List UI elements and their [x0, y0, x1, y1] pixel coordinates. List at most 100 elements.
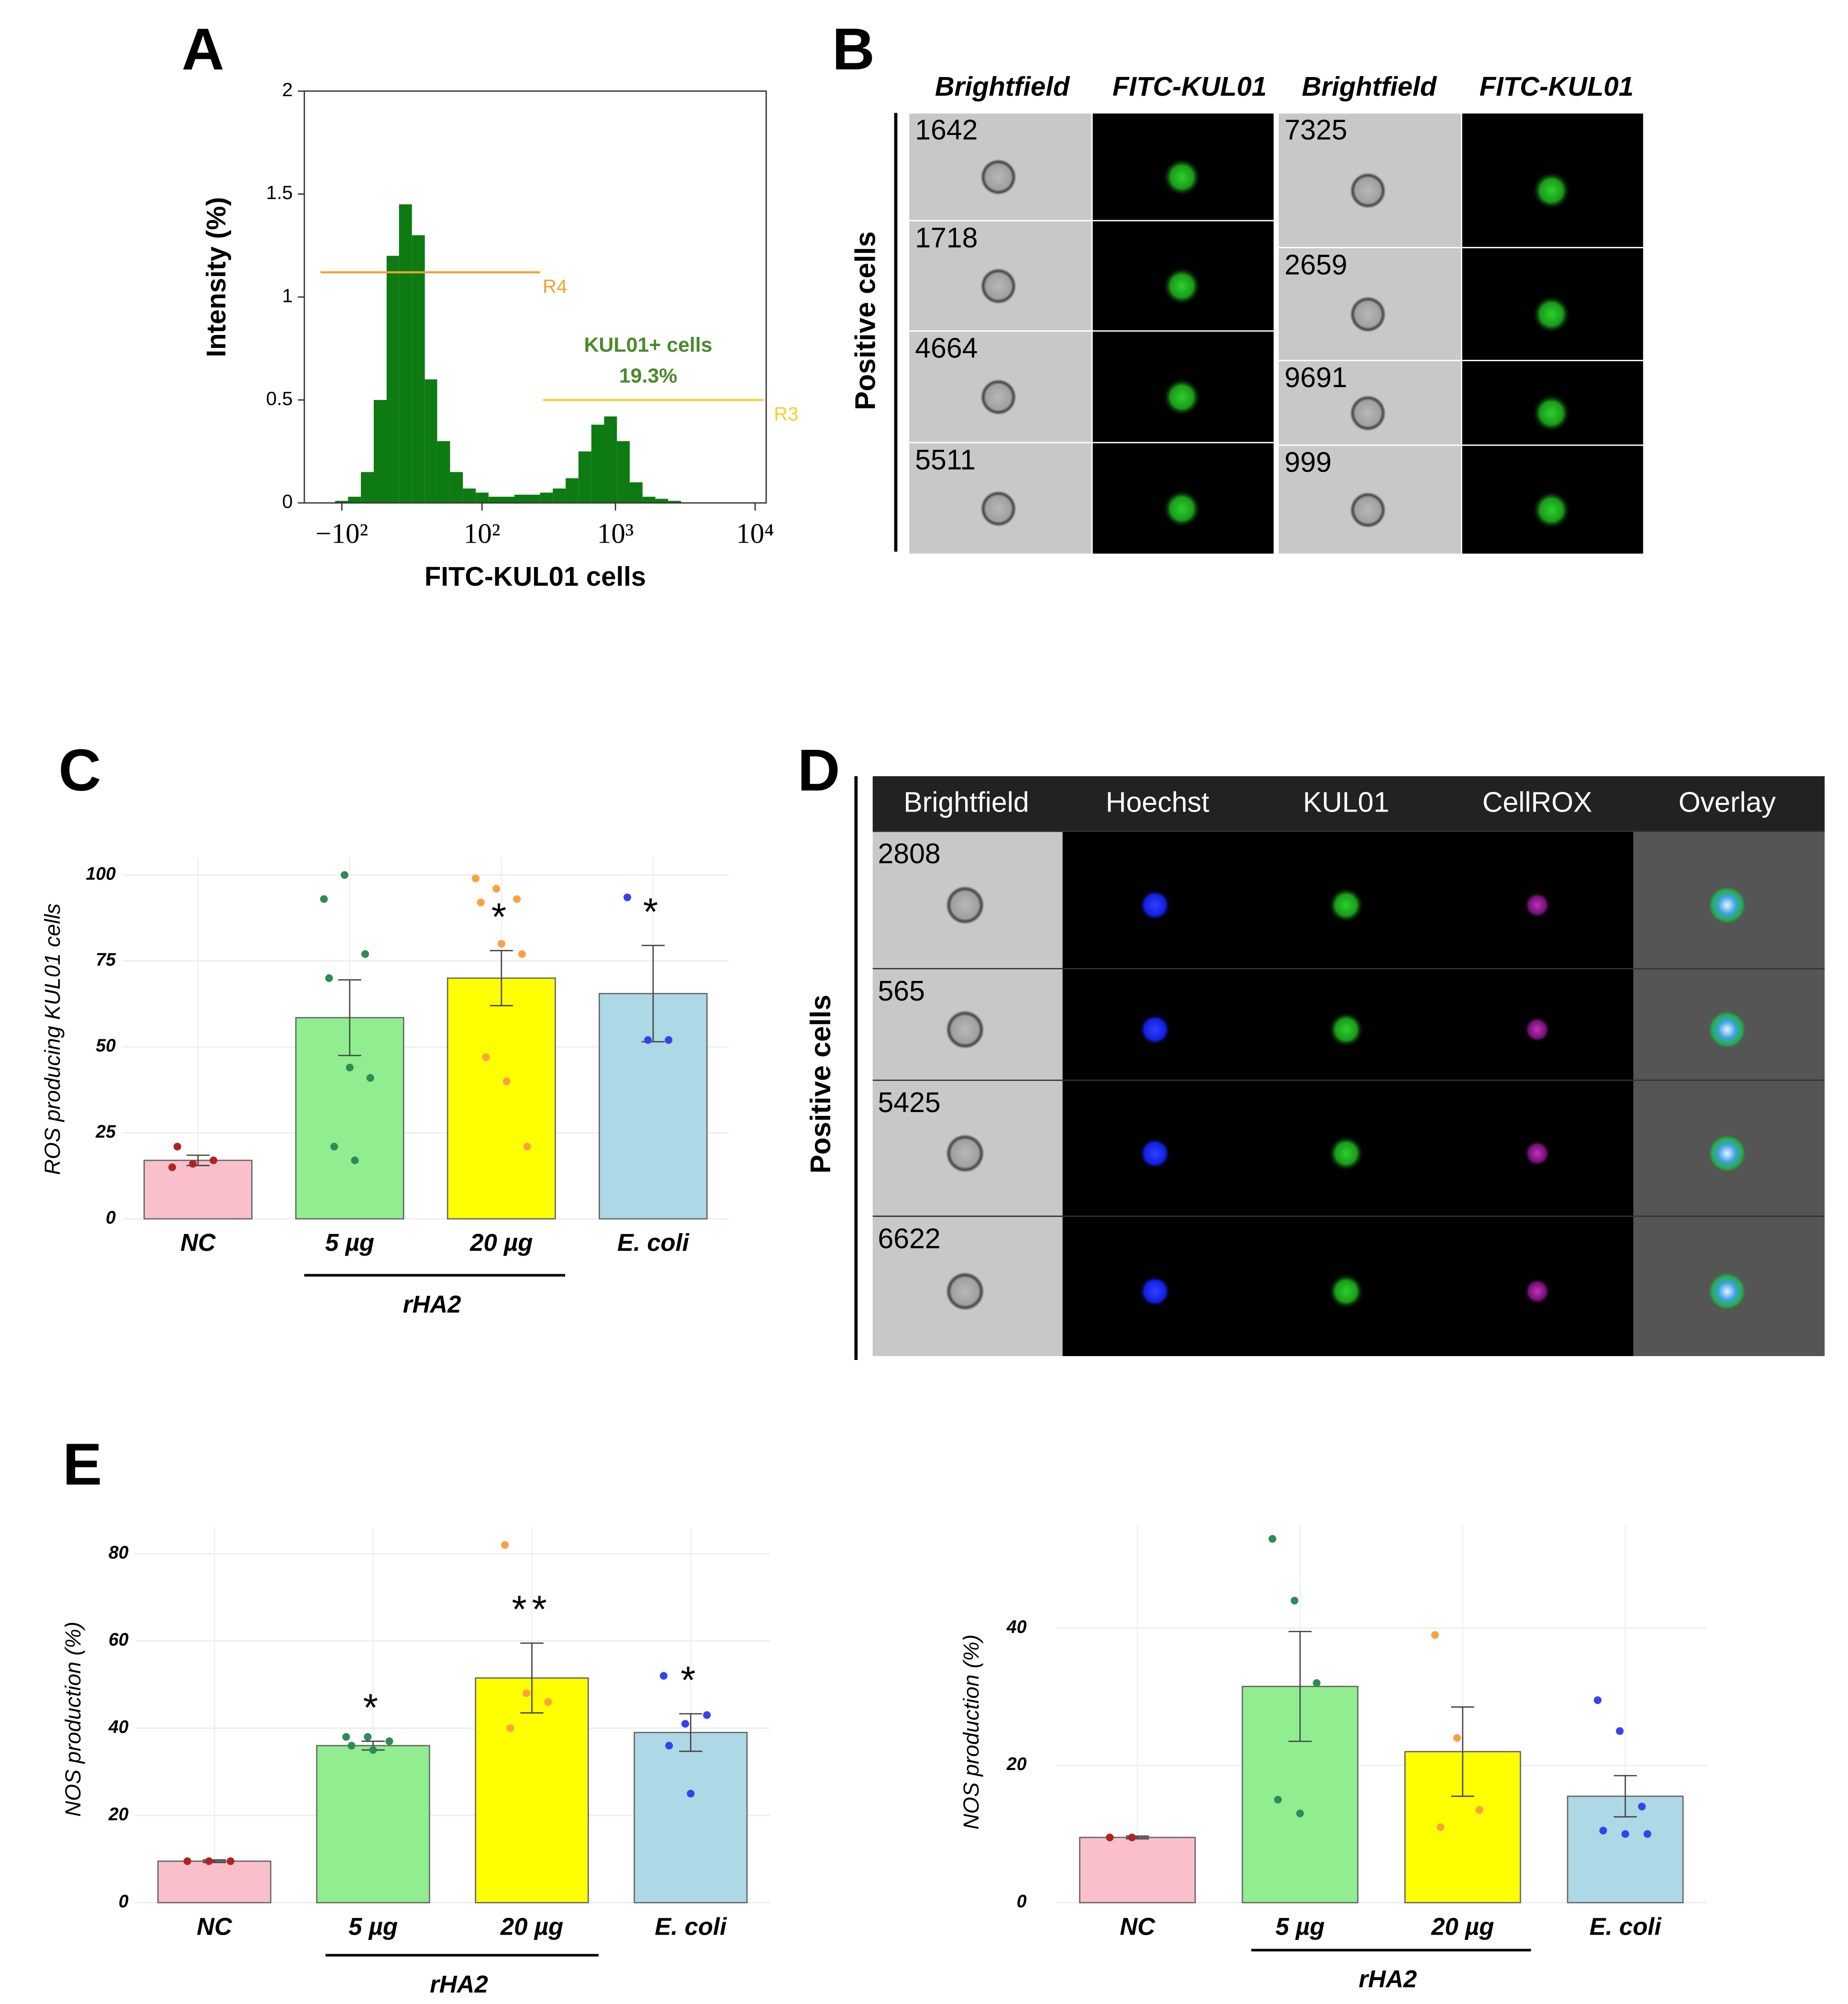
cell: [980, 159, 1017, 195]
bar: [634, 1732, 748, 1904]
cell-cellrox: [1524, 1140, 1550, 1167]
data-point: [1453, 1734, 1461, 1742]
cell-fluorescence: [1532, 171, 1571, 210]
nucleus: [1139, 890, 1170, 921]
data-point: [1643, 1830, 1651, 1838]
x-tick-label: 20 µg: [500, 1913, 563, 1940]
x-tick-label: 20 µg: [1431, 1913, 1494, 1940]
histogram-bar: [348, 497, 361, 503]
data-point: [523, 1689, 531, 1697]
data-point: [665, 1036, 673, 1044]
cell-id: 7325: [1284, 115, 1347, 146]
column-header: CellROX: [1482, 787, 1592, 818]
data-point: [502, 1077, 511, 1085]
y-tick-label: 1: [282, 285, 293, 306]
panel-label: A: [182, 16, 224, 82]
histogram-bar: [424, 379, 437, 503]
histogram-bar: [642, 497, 656, 503]
bar: [475, 1677, 589, 1904]
cell-fluorescence: [1162, 378, 1202, 417]
x-tick-label: E. coli: [655, 1913, 727, 1940]
y-tick-label: 0.5: [266, 388, 293, 409]
y-tick-label: 20: [1006, 1754, 1027, 1774]
data-point: [477, 899, 485, 907]
bar: [446, 977, 556, 1220]
data-point: [345, 1063, 354, 1071]
column-header: KUL01: [1303, 787, 1389, 818]
histogram-bar: [578, 451, 591, 503]
significance: **: [512, 1588, 552, 1631]
histogram-bar: [501, 497, 515, 503]
cell-id: 5511: [915, 445, 976, 476]
y-tick-label: 0: [1017, 1891, 1027, 1911]
y-tick-label: 1.5: [266, 182, 293, 203]
cell-overlay: [1708, 1272, 1747, 1311]
data-point: [1436, 1823, 1445, 1831]
cell-fluorescence: [1532, 394, 1571, 433]
histogram-bar: [335, 501, 348, 503]
data-point: [1128, 1833, 1136, 1841]
data-point: [342, 1733, 350, 1741]
gate-label: R3: [774, 403, 798, 425]
column-header: Overlay: [1679, 787, 1776, 818]
data-point: [1475, 1806, 1483, 1814]
nucleus: [1139, 1276, 1170, 1307]
y-tick-label: 25: [95, 1121, 116, 1141]
cell: [946, 886, 985, 924]
column-header: Hoechst: [1106, 787, 1209, 818]
data-point: [482, 1053, 490, 1061]
group-label: rHA2: [430, 1971, 488, 1998]
cell-kul01: [1328, 1135, 1364, 1171]
significance: *: [680, 1659, 701, 1702]
x-tick-label: 5 µg: [1275, 1913, 1325, 1940]
panel-label: E: [63, 1432, 102, 1498]
x-tick-label: NC: [180, 1229, 216, 1256]
data-point: [501, 1541, 509, 1549]
cell-overlay: [1708, 1134, 1747, 1173]
histogram-bar: [566, 478, 579, 503]
cell-kul01: [1328, 1012, 1364, 1048]
data-point: [364, 1733, 372, 1741]
panels: 0 0.5 1 1.5 2 −10² 10² 10³ 10⁴ R4 R3 KUL01+ cells 19…: [40, 71, 1825, 1998]
y-axis-label: ROS producing KUL01 cells: [40, 903, 65, 1175]
data-point: [681, 1720, 690, 1728]
bar: [143, 1159, 253, 1220]
y-tick-label: 75: [96, 949, 116, 969]
y-tick-label: 40: [108, 1716, 129, 1737]
nucleus: [1139, 1138, 1170, 1169]
histogram-bar: [553, 488, 566, 503]
bar: [157, 1860, 272, 1904]
cell-id: 2659: [1284, 249, 1347, 280]
y-tick-label: 100: [86, 863, 116, 883]
side-label: Positive cells: [850, 231, 881, 410]
data-point: [210, 1156, 218, 1165]
histogram-bar: [630, 482, 643, 503]
histogram-bar: [617, 441, 630, 503]
x-tick-label: NC: [1120, 1913, 1156, 1940]
data-point: [513, 895, 521, 903]
group-label: rHA2: [1358, 1965, 1417, 1993]
cell: [1350, 492, 1386, 528]
cell-overlay: [1708, 1010, 1747, 1049]
cell-id: 4664: [915, 333, 978, 364]
data-point: [1599, 1826, 1607, 1835]
y-axis-label: NOS production (%): [61, 1622, 85, 1817]
cell-kul01: [1328, 1273, 1364, 1310]
histogram-bar: [668, 501, 681, 503]
cell-id: 6622: [878, 1223, 940, 1254]
data-point: [644, 1036, 652, 1044]
data-point: [506, 1724, 514, 1732]
cell-id: 565: [878, 976, 924, 1007]
histogram-bar: [450, 472, 463, 503]
histogram-bar: [527, 494, 540, 503]
cell: [946, 1010, 985, 1049]
panel-label: B: [832, 16, 875, 82]
bar: [1079, 1837, 1196, 1904]
x-tick-label: NC: [197, 1913, 233, 1940]
bar: [316, 1745, 430, 1904]
data-point: [330, 1143, 338, 1151]
cell-cellrox: [1524, 892, 1550, 918]
y-tick-label: 2: [282, 79, 293, 100]
cell-id: 9691: [1284, 362, 1347, 393]
